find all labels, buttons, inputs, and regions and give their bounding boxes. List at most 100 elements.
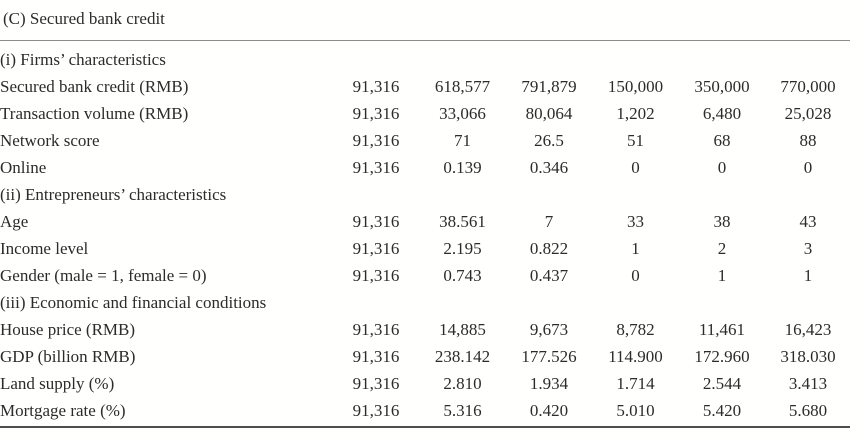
row-label: Age (0, 212, 29, 231)
cell-value: 91,316 (352, 239, 400, 258)
table-row: House price (RMB) 91,316 14,885 9,673 8,782 1… (0, 316, 851, 343)
table-body: (i) Firms’ characteristics Secured bank c… (0, 46, 851, 424)
cell-value: 5.680 (788, 401, 828, 420)
top-rule (0, 40, 850, 41)
row-label: Network score (0, 131, 100, 150)
cell-value: 91,316 (352, 158, 400, 177)
cell-value: 0.822 (529, 239, 569, 258)
cell-value: 91,316 (352, 347, 400, 366)
cell-value: 791,879 (521, 77, 577, 96)
cell-value: 7 (544, 212, 554, 231)
cell-value: 11,461 (698, 320, 746, 339)
cell-value: 91,316 (352, 212, 400, 231)
section-header: (ii) Entrepreneurs’ characteristics (0, 185, 227, 204)
cell-value: 25,028 (784, 104, 832, 123)
cell-value: 38.561 (439, 212, 486, 231)
cell-value: 5.420 (702, 401, 742, 420)
cell-value: 1 (803, 266, 813, 285)
section-header-row: (i) Firms’ characteristics (0, 46, 851, 73)
table-row: Mortgage rate (%) 91,316 5.316 0.420 5.010 5.… (0, 397, 851, 424)
cell-value: 3.413 (788, 374, 828, 393)
cell-value: 350,000 (694, 77, 750, 96)
cell-value: 26.5 (534, 131, 564, 150)
section-header: (i) Firms’ characteristics (0, 50, 166, 69)
row-label: Secured bank credit (RMB) (0, 77, 189, 96)
cell-value: 150,000 (607, 77, 664, 96)
table-row: Age 91,316 38.561 7 33 38 43 (0, 208, 851, 235)
table-row: Land supply (%) 91,316 2.810 1.934 1.714 2.54… (0, 370, 851, 397)
cell-value: 91,316 (352, 320, 400, 339)
table-row: Gender (male = 1, female = 0) 91,316 0.743… (0, 262, 851, 289)
section-header-row: (iii) Economic and financial conditions (0, 289, 851, 316)
cell-value: 88 (799, 131, 817, 150)
cell-value: 2.810 (443, 374, 482, 393)
cell-value: 0 (717, 158, 727, 177)
table-row: Secured bank credit (RMB) 91,316 618,577 79… (0, 73, 851, 100)
cell-value: 0.420 (529, 401, 569, 420)
table-row: GDP (billion RMB) 91,316 238.142 177.526 114… (0, 343, 851, 370)
cell-value: 0.743 (443, 266, 482, 285)
table-row: Transaction volume (RMB) 91,316 33,066 80,0… (0, 100, 851, 127)
panel-title: (C) Secured bank credit (3, 9, 165, 28)
cell-value: 238.142 (434, 347, 491, 366)
row-label: Transaction volume (RMB) (0, 104, 189, 123)
cell-value: 91,316 (352, 77, 400, 96)
cell-value: 33 (627, 212, 644, 231)
cell-value: 5.316 (443, 401, 482, 420)
cell-value: 9,673 (529, 320, 569, 339)
cell-value: 618,577 (434, 77, 491, 96)
row-label: Gender (male = 1, female = 0) (0, 266, 207, 285)
cell-value: 91,316 (352, 266, 400, 285)
cell-value: 80,064 (525, 104, 573, 123)
cell-value: 1.714 (616, 374, 655, 393)
cell-value: 0.437 (529, 266, 569, 285)
cell-value: 177.526 (521, 347, 577, 366)
table-row: Network score 91,316 71 26.5 51 68 88 (0, 127, 851, 154)
cell-value: 114.900 (608, 347, 663, 366)
section-header-row: (ii) Entrepreneurs’ characteristics (0, 181, 851, 208)
cell-value: 16,423 (784, 320, 832, 339)
cell-value: 1,202 (616, 104, 655, 123)
cell-value: 770,000 (780, 77, 836, 96)
cell-value: 318.030 (780, 347, 836, 366)
row-label: Mortgage rate (%) (0, 401, 126, 420)
row-label: GDP (billion RMB) (0, 347, 136, 366)
cell-value: 68 (713, 131, 731, 150)
cell-value: 43 (799, 212, 817, 231)
cell-value: 2 (717, 239, 727, 258)
cell-value: 33,066 (439, 104, 486, 123)
cell-value: 0.139 (443, 158, 482, 177)
cell-value: 91,316 (352, 104, 400, 123)
cell-value: 0 (631, 266, 640, 285)
cell-value: 91,316 (352, 401, 400, 420)
row-label: Online (0, 158, 47, 177)
cell-value: 0.346 (529, 158, 569, 177)
cell-value: 91,316 (352, 374, 400, 393)
cell-value: 6,480 (702, 104, 742, 123)
cell-value: 8,782 (616, 320, 655, 339)
cell-value: 71 (454, 131, 471, 150)
cell-value: 172.960 (694, 347, 750, 366)
summary-statistics-table: (i) Firms’ characteristics Secured bank c… (0, 46, 851, 424)
cell-value: 2.195 (443, 239, 482, 258)
section-header: (iii) Economic and financial conditions (0, 293, 267, 312)
cell-value: 1 (631, 239, 640, 258)
cell-value: 38 (713, 212, 731, 231)
cell-value: 51 (627, 131, 644, 150)
cell-value: 5.010 (616, 401, 655, 420)
table-row: Income level 91,316 2.195 0.822 1 2 3 (0, 235, 851, 262)
cell-value: 1 (717, 266, 727, 285)
bottom-rule (0, 426, 850, 428)
cell-value: 0 (631, 158, 640, 177)
row-label: Income level (0, 239, 89, 258)
cell-value: 2.544 (702, 374, 742, 393)
table-row: Online 91,316 0.139 0.346 0 0 0 (0, 154, 851, 181)
row-label: Land supply (%) (0, 374, 115, 393)
cell-value: 0 (803, 158, 813, 177)
cell-value: 3 (803, 239, 813, 258)
cell-value: 14,885 (439, 320, 486, 339)
cell-value: 1.934 (529, 374, 569, 393)
row-label: House price (RMB) (0, 320, 136, 339)
cell-value: 91,316 (352, 131, 400, 150)
